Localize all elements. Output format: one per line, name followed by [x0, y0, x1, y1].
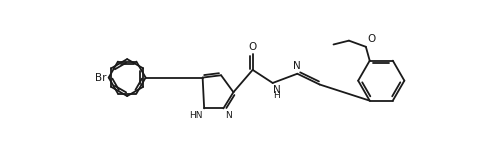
Text: N: N [273, 85, 281, 94]
Text: HN: HN [189, 111, 203, 120]
Text: Br: Br [95, 73, 106, 83]
Text: H: H [273, 91, 280, 100]
Text: N: N [225, 111, 232, 120]
Text: N: N [293, 61, 301, 71]
Text: O: O [249, 42, 257, 52]
Text: O: O [367, 34, 376, 45]
